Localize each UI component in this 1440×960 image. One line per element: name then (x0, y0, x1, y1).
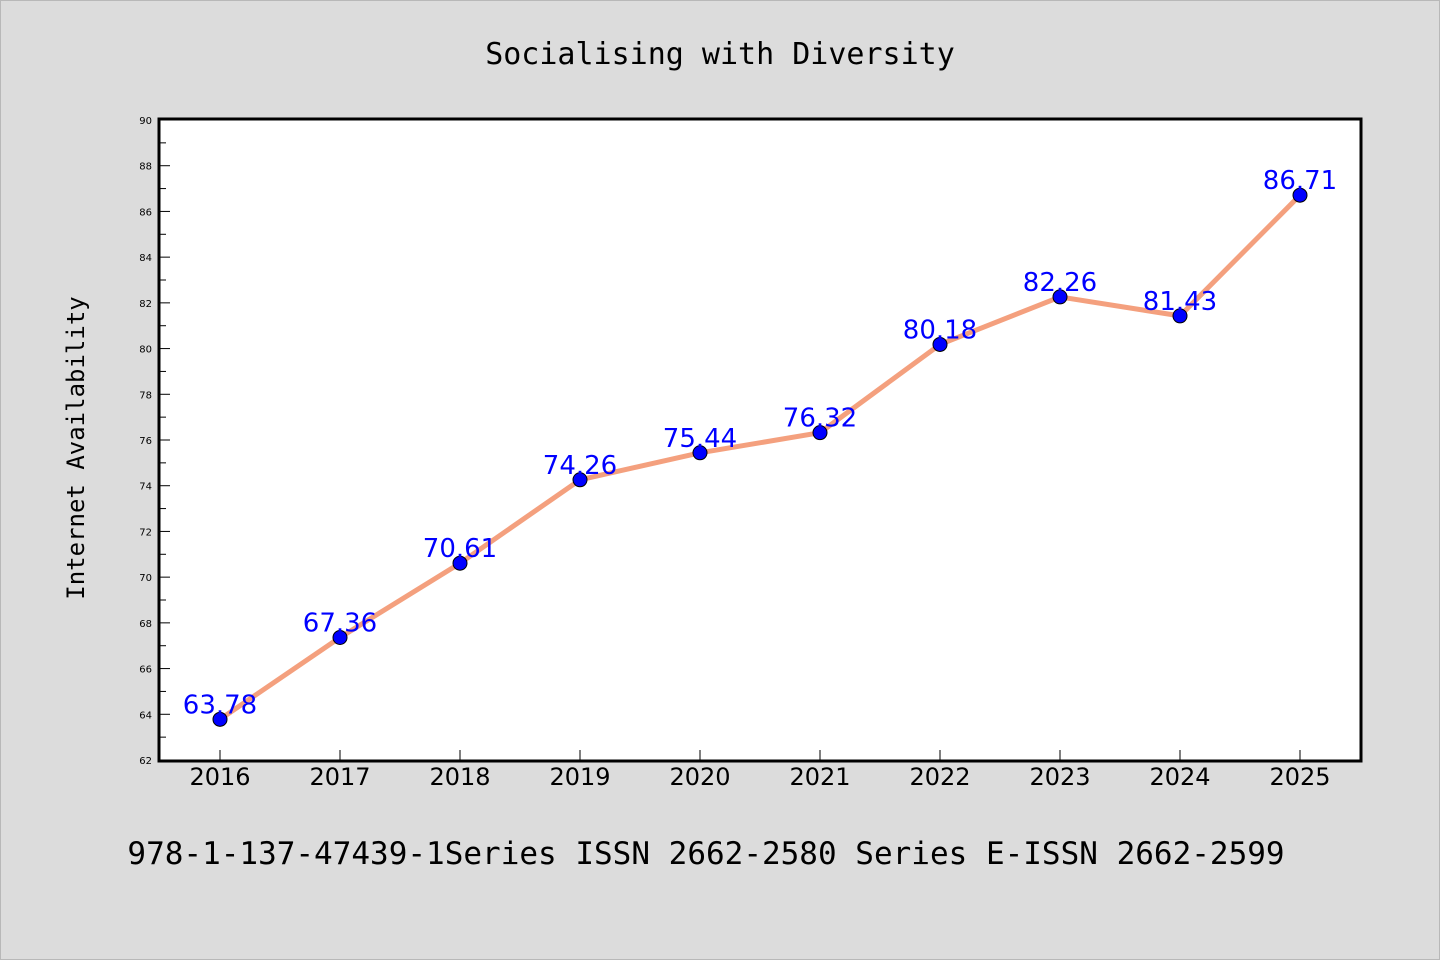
data-label: 70.61 (423, 534, 497, 564)
data-point (692, 445, 708, 461)
y-tick-label: 88 (139, 162, 152, 173)
data-point (212, 711, 228, 727)
x-tick-label: 2023 (1029, 763, 1090, 791)
x-tick-label: 2016 (189, 763, 250, 791)
y-tick-label: 90 (139, 116, 152, 127)
y-axis-ticks: 62 64 66 68 70 72 74 76 78 80 82 84 86 88 90 (139, 116, 170, 767)
data-point (452, 555, 468, 571)
plot-area (157, 117, 1363, 763)
data-label: 74.26 (543, 451, 617, 481)
y-tick-label: 74 (139, 482, 152, 493)
x-tick-label: 2017 (309, 763, 370, 791)
data-label: 75.44 (663, 424, 737, 454)
y-tick-label: 76 (139, 436, 152, 447)
data-point (932, 336, 948, 352)
footer-note: 978-1-137-47439-1Series ISSN 2662-2580 S… (127, 836, 1284, 872)
data-point (1172, 308, 1188, 324)
y-tick-label: 70 (139, 573, 152, 584)
x-tick-label: 2018 (429, 763, 490, 791)
y-axis-label: Internet Availability (62, 296, 90, 599)
data-label: 67.36 (303, 608, 377, 638)
x-tick-label: 2025 (1269, 763, 1330, 791)
data-label: 76.32 (783, 404, 857, 434)
data-label: 82.26 (1023, 268, 1097, 298)
x-axis-ticks: 2016 2017 2018 2019 2020 2021 2022 2023 2024 2025 (189, 750, 1331, 791)
data-point (572, 472, 588, 488)
data-label: 86.71 (1263, 166, 1337, 196)
x-tick-label: 2019 (549, 763, 610, 791)
data-labels: 63.78 67.36 70.61 74.26 75.44 76.32 80.18 82.26… (183, 166, 1337, 720)
y-tick-label: 62 (139, 756, 152, 767)
y-tick-label: 86 (139, 207, 152, 218)
y-tick-label: 80 (139, 345, 152, 356)
data-point (812, 425, 828, 441)
y-tick-label: 68 (139, 619, 152, 630)
y-tick-label: 72 (139, 527, 152, 538)
x-tick-label: 2021 (789, 763, 850, 791)
data-label: 81.43 (1143, 287, 1217, 317)
series-line (217, 192, 1303, 722)
chart-title: Socialising with Diversity (485, 37, 955, 72)
series-line-group (217, 192, 1303, 722)
x-tick-label: 2022 (909, 763, 970, 791)
data-markers (212, 187, 1308, 727)
y-tick-label: 84 (139, 253, 152, 264)
x-tick-label: 2020 (669, 763, 730, 791)
x-tick-label: 2024 (1149, 763, 1210, 791)
data-point (332, 629, 348, 645)
data-point (1292, 187, 1308, 203)
y-tick-label: 78 (139, 390, 152, 401)
y-tick-label: 66 (139, 665, 152, 676)
data-label: 63.78 (183, 690, 257, 720)
data-point (1052, 289, 1068, 305)
data-label: 80.18 (903, 315, 977, 345)
y-tick-label: 64 (139, 710, 152, 721)
y-tick-label: 82 (139, 299, 152, 310)
